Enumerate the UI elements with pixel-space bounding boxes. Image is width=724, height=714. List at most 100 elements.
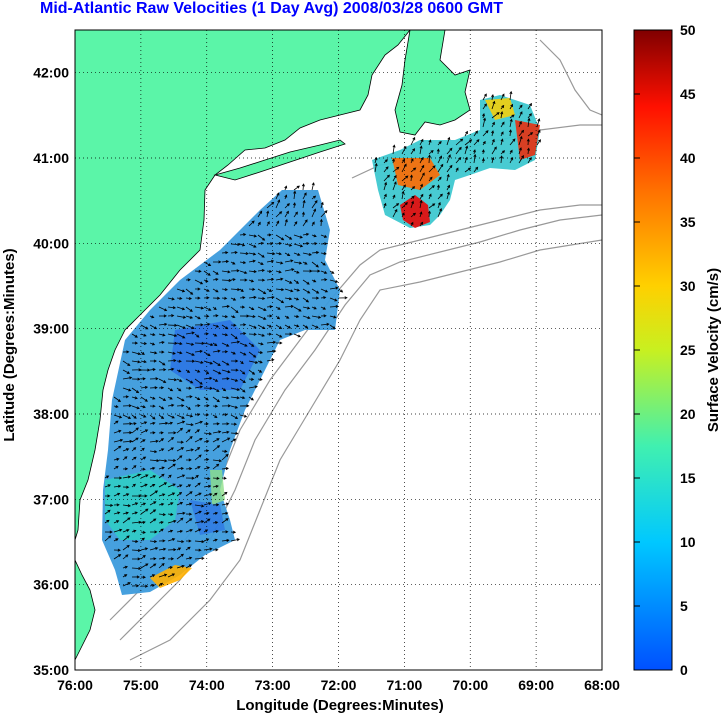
velocity-arrow bbox=[230, 340, 241, 344]
velocity-arrow bbox=[509, 90, 513, 101]
velocity-arrow bbox=[311, 234, 317, 238]
y-tick-label: 42:00 bbox=[33, 65, 69, 81]
velocity-arrow bbox=[203, 376, 213, 380]
velocity-arrow bbox=[194, 548, 202, 552]
velocity-arrow bbox=[248, 243, 257, 248]
velocity-arrow bbox=[293, 279, 300, 284]
velocity-arrow bbox=[167, 306, 177, 310]
velocity-arrow bbox=[158, 405, 165, 410]
velocity-arrow bbox=[419, 145, 423, 155]
velocity-arrow bbox=[167, 323, 178, 327]
velocity-arrow bbox=[212, 548, 219, 552]
velocity-arrow bbox=[140, 405, 146, 409]
velocity-arrow bbox=[491, 94, 495, 101]
velocity-arrow bbox=[113, 528, 123, 533]
velocity-field-patch bbox=[170, 320, 260, 390]
velocity-arrow bbox=[248, 385, 258, 389]
velocity-arrow bbox=[266, 269, 273, 273]
velocity-arrow bbox=[410, 212, 417, 218]
velocity-arrow bbox=[311, 296, 320, 300]
velocity-arrow bbox=[239, 414, 248, 418]
velocity-arrow bbox=[185, 288, 194, 295]
velocity-arrow bbox=[185, 539, 192, 543]
velocity-field-patch bbox=[190, 500, 225, 535]
velocity-arrow bbox=[293, 324, 300, 328]
velocity-arrow bbox=[149, 450, 158, 454]
velocity-arrow bbox=[221, 360, 230, 366]
velocity-arrow bbox=[140, 530, 146, 534]
velocity-arrow bbox=[194, 520, 205, 524]
velocity-arrow bbox=[140, 429, 149, 434]
velocity-arrow bbox=[437, 176, 442, 182]
velocity-arrow bbox=[482, 103, 487, 110]
velocity-arrow bbox=[140, 333, 147, 337]
velocity-arrow bbox=[140, 554, 146, 560]
velocity-arrow bbox=[410, 195, 415, 200]
plot-border bbox=[74, 29, 603, 671]
velocity-arrow bbox=[491, 121, 495, 128]
velocity-arrow bbox=[320, 201, 324, 209]
velocity-arrow bbox=[221, 270, 231, 274]
velocity-arrow bbox=[248, 351, 257, 358]
velocity-arrow bbox=[203, 466, 211, 470]
velocity-arrow bbox=[185, 342, 195, 346]
velocity-arrow bbox=[122, 422, 133, 426]
x-tick-label: 70:00 bbox=[452, 677, 488, 693]
velocity-arrow bbox=[248, 332, 257, 336]
velocity-arrow bbox=[266, 277, 275, 282]
velocity-arrow bbox=[104, 484, 111, 488]
velocity-arrow bbox=[482, 140, 486, 146]
velocity-arrow bbox=[185, 429, 191, 434]
velocity-arrow bbox=[212, 260, 222, 264]
velocity-arrow bbox=[230, 414, 239, 419]
velocity-arrow bbox=[302, 297, 310, 303]
velocity-arrow bbox=[446, 173, 450, 182]
velocity-arrow bbox=[410, 167, 417, 173]
velocity-arrow bbox=[140, 439, 146, 443]
velocity-arrow bbox=[158, 306, 168, 312]
velocity-arrow bbox=[176, 420, 186, 425]
velocity-arrow bbox=[284, 203, 290, 209]
velocity-arrow bbox=[401, 158, 406, 164]
velocity-arrow bbox=[257, 210, 263, 218]
velocity-arrow bbox=[230, 378, 239, 382]
velocity-arrow bbox=[536, 129, 541, 137]
velocity-arrow bbox=[149, 583, 156, 587]
velocity-arrow bbox=[509, 138, 516, 146]
velocity-arrow bbox=[221, 491, 228, 497]
velocity-arrow bbox=[167, 519, 177, 524]
velocity-arrow bbox=[140, 385, 149, 389]
colorbar-tick-label: 35 bbox=[680, 214, 696, 230]
velocity-arrow bbox=[158, 556, 166, 560]
velocity-arrow bbox=[131, 437, 139, 443]
y-tick-label: 37:00 bbox=[33, 491, 69, 507]
velocity-arrow bbox=[518, 129, 525, 137]
velocity-arrow bbox=[140, 360, 147, 364]
velocity-arrow bbox=[176, 288, 186, 293]
velocity-arrow bbox=[230, 333, 238, 340]
velocity-arrow bbox=[230, 538, 240, 542]
x-tick-label: 73:00 bbox=[255, 677, 291, 693]
velocity-arrow bbox=[419, 183, 423, 191]
velocity-arrow bbox=[203, 322, 211, 326]
velocity-arrow bbox=[158, 314, 167, 318]
velocity-arrow bbox=[212, 333, 218, 337]
velocity-arrow bbox=[239, 387, 246, 393]
velocity-arrow bbox=[104, 475, 110, 479]
velocity-arrow bbox=[311, 315, 322, 319]
velocity-arrow bbox=[194, 360, 204, 364]
velocity-arrow bbox=[104, 519, 110, 524]
velocity-arrow bbox=[472, 149, 476, 155]
velocity-arrow bbox=[383, 159, 388, 164]
velocity-arrow bbox=[257, 278, 266, 282]
velocity-arrow bbox=[194, 429, 200, 434]
velocity-arrow bbox=[302, 315, 311, 320]
velocity-arrow bbox=[140, 520, 146, 524]
velocity-arrow bbox=[293, 333, 301, 338]
velocity-arrow bbox=[212, 463, 220, 470]
velocity-arrow bbox=[266, 259, 275, 263]
velocity-arrow bbox=[221, 511, 229, 515]
velocity-arrow bbox=[536, 118, 541, 128]
velocity-arrow bbox=[131, 539, 139, 543]
velocity-arrow bbox=[230, 422, 238, 426]
